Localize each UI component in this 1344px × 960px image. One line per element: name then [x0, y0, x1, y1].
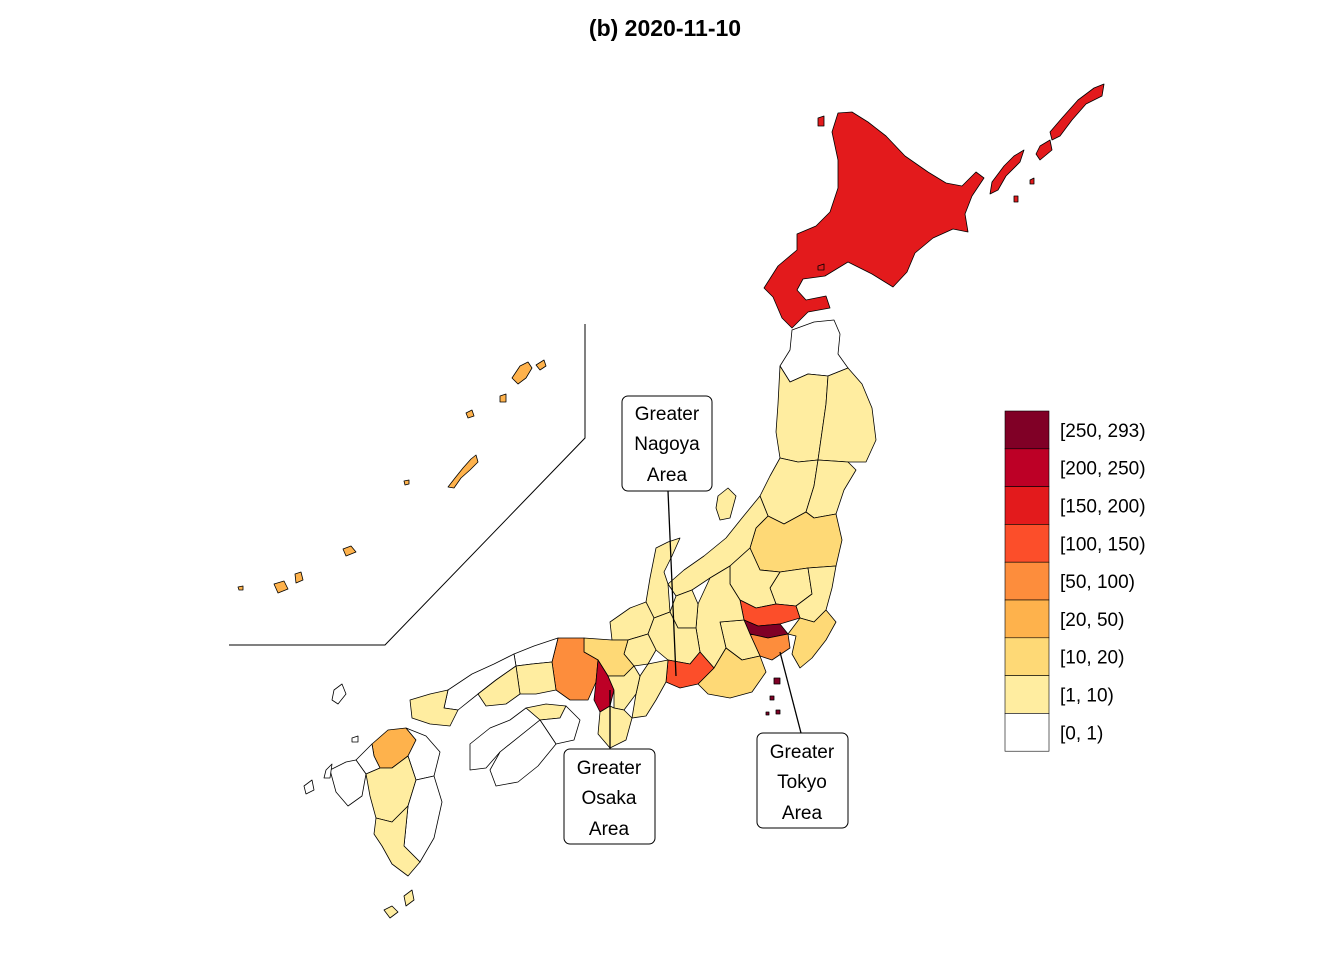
region-hokkaido: [1029, 177, 1035, 185]
callout-nagoya-box: [621, 395, 713, 492]
region-nagasaki: [323, 763, 333, 779]
region-izu-islands: [765, 711, 770, 716]
legend-swatch-4: [1004, 561, 1050, 601]
region-chiba: [787, 609, 837, 669]
okinawa-islands: [237, 359, 547, 594]
region-okinawa: [294, 571, 304, 584]
region-nagasaki: [329, 759, 367, 807]
map-title: (b) 2020-11-10: [589, 15, 741, 41]
callout-tokyo-leader: [779, 651, 802, 734]
region-hokkaido: [817, 263, 825, 271]
region-fukushima: [749, 511, 843, 573]
region-nagasaki: [351, 735, 359, 743]
tohoku-group: [749, 319, 877, 573]
kansai-group: [551, 633, 657, 749]
callout-nagoya: Greater Nagoya Area: [621, 395, 713, 677]
region-hokkaido: [1035, 139, 1053, 161]
callout-tokyo-line-3: Area: [782, 803, 823, 824]
legend-label-8: [0, 1): [1060, 723, 1103, 744]
legend-swatch-0: [1004, 410, 1050, 450]
region-okinawa: [273, 580, 289, 594]
region-iwate: [817, 367, 877, 463]
chugoku-group: [409, 637, 559, 727]
region-okinawa: [535, 359, 547, 371]
legend-swatch-8: [1004, 713, 1050, 752]
region-nara: [607, 665, 641, 711]
callout-osaka-box: [563, 748, 656, 845]
shikoku-group: [469, 703, 581, 787]
callout-nagoya-line-2: Nagoya: [634, 434, 700, 455]
okinawa-inset-frame: [229, 324, 586, 646]
region-sado: [715, 487, 737, 521]
callout-nagoya-line-3: Area: [647, 465, 688, 486]
region-izu-islands: [769, 695, 775, 701]
callout-tokyo-line-1: Greater: [770, 742, 835, 763]
legend-label-4: [50, 100): [1060, 572, 1135, 593]
legend-swatch-2: [1004, 486, 1050, 525]
legend-swatch-7: [1004, 675, 1050, 714]
legend-label-7: [1, 10): [1060, 686, 1114, 707]
region-izu-islands: [773, 677, 781, 685]
region-ishikawa: [645, 537, 681, 619]
region-kagoshima: [373, 805, 421, 877]
region-kochi: [489, 719, 557, 787]
region-hokkaido: [1013, 195, 1019, 203]
legend-label-5: [20, 50): [1060, 610, 1124, 631]
region-hokkaido: [763, 111, 985, 329]
region-okinawa: [511, 361, 533, 385]
region-okinawa: [403, 479, 410, 486]
region-okinawa: [499, 393, 507, 403]
legend-label-6: [10, 20): [1060, 648, 1124, 669]
callout-osaka-line-1: Greater: [577, 758, 642, 779]
legend: [250, 293) [200, 250) [150, 200) [100, 150)…: [1004, 410, 1146, 752]
region-okinawa: [342, 545, 357, 557]
hokkaido-group: [763, 83, 1105, 329]
region-izu-islands: [775, 709, 781, 715]
region-hiroshima: [477, 665, 521, 707]
callout-tokyo-line-2: Tokyo: [777, 772, 827, 793]
region-okayama: [515, 661, 557, 695]
legend-label-0: [250, 293): [1060, 421, 1146, 442]
region-okinawa: [465, 409, 475, 419]
legend-label-3: [100, 150): [1060, 534, 1146, 555]
legend-label-2: [150, 200): [1060, 497, 1146, 518]
region-hokkaido: [989, 149, 1025, 195]
callout-tokyo-box: [756, 732, 849, 829]
legend-label-1: [200, 250): [1060, 459, 1146, 480]
region-yamaguchi: [409, 689, 459, 727]
legend-swatch-5: [1004, 599, 1050, 639]
region-okinawa: [447, 454, 479, 489]
region-nagasaki: [303, 779, 315, 795]
izu-islands: [765, 677, 781, 716]
callout-osaka-line-2: Osaka: [582, 788, 637, 809]
region-nagasaki: [331, 683, 347, 705]
callout-osaka: Greater Osaka Area: [563, 690, 656, 845]
callout-nagoya-line-1: Greater: [635, 404, 700, 425]
hokuriku-tokai-group: [609, 537, 715, 719]
kanto-chubu-group: [667, 487, 837, 699]
kyushu-group: [303, 683, 443, 919]
region-hokkaido: [1049, 83, 1105, 141]
region-kagoshima: [403, 889, 415, 907]
region-hokkaido: [817, 115, 825, 127]
region-kagoshima: [383, 905, 399, 919]
legend-swatch-3: [1004, 524, 1050, 563]
region-okinawa: [237, 585, 244, 591]
callout-osaka-line-3: Area: [589, 819, 630, 840]
region-aichi: [665, 651, 715, 689]
region-shizuoka: [697, 647, 767, 699]
callout-nagoya-leader: [667, 490, 677, 677]
region-wakayama: [597, 705, 633, 749]
legend-swatch-6: [1004, 637, 1050, 676]
legend-swatch-1: [1004, 448, 1050, 487]
callout-tokyo: Greater Tokyo Area: [756, 651, 849, 829]
